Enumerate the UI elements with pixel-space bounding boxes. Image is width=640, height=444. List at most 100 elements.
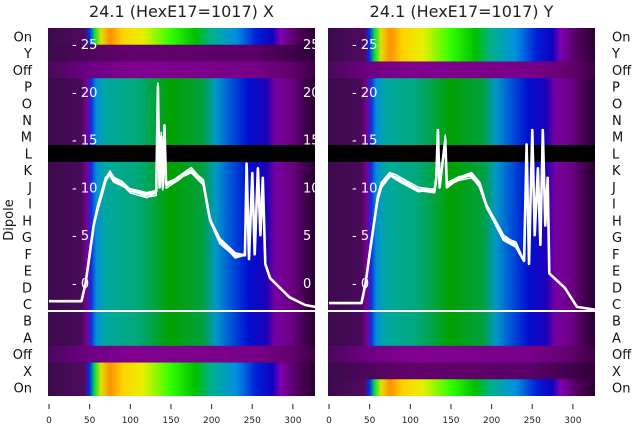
row-label: D <box>612 281 622 296</box>
heatmap-row-m <box>328 128 595 146</box>
trace-line <box>329 129 595 311</box>
xtick-label: 200 <box>483 416 500 426</box>
row-label: J <box>611 181 616 196</box>
heatmap-row-d <box>328 278 595 297</box>
heatmap-row-i <box>48 195 315 213</box>
overlay-ytick-label: - 25 <box>72 38 97 53</box>
row-label: Off <box>13 64 33 79</box>
xtick-label: 250 <box>524 416 541 426</box>
heatmap-row-n <box>328 111 595 129</box>
row-label: I <box>612 198 616 213</box>
row-label: H <box>22 214 32 229</box>
heatmap-row-i <box>328 195 595 213</box>
row-label: K <box>23 164 32 179</box>
xtick-label: 0 <box>326 416 332 426</box>
xtick-label: 100 <box>402 416 419 426</box>
heatmap-row-y <box>328 44 595 62</box>
heatmap-row-k <box>48 161 315 180</box>
row-label: N <box>22 114 32 129</box>
row-label: C <box>23 298 32 313</box>
heatmap-row-on <box>48 28 315 46</box>
row-label: L <box>25 147 33 162</box>
overlay-ytick-label: - 20 <box>72 86 97 101</box>
row-label: Off <box>612 348 632 363</box>
row-label: M <box>21 131 32 146</box>
overlay-ytick-label: - 10 <box>72 181 97 196</box>
overlay-ytick-label-right: 15 <box>303 134 320 149</box>
row-label: C <box>612 298 621 313</box>
overlay-ytick-label: - 5 <box>352 229 369 244</box>
heatmap-row-o <box>328 94 595 113</box>
heatmap-row-off <box>328 61 595 79</box>
row-label: A <box>612 331 621 346</box>
xtick-label: 150 <box>162 416 179 426</box>
row-label: E <box>24 265 32 280</box>
panel-title: 24.1 (HexE17=1017) X <box>89 2 274 21</box>
heatmap-row-e <box>48 262 315 280</box>
heatmap-row-m <box>48 128 315 146</box>
heatmap-row-x <box>328 362 595 380</box>
xtick-label: 50 <box>364 416 376 426</box>
heatmap-row-h <box>48 212 315 230</box>
heatmap-row-on <box>328 379 595 396</box>
row-label: H <box>612 214 622 229</box>
row-label: G <box>612 231 622 246</box>
overlay-ytick-label-right: 5 <box>303 229 311 244</box>
heatmap-row-off <box>48 345 315 364</box>
overlay-ytick-label: - 15 <box>352 134 377 149</box>
row-label: G <box>22 231 32 246</box>
row-label: Y <box>23 47 32 62</box>
heatmap-row-p <box>328 78 595 96</box>
row-label: X <box>23 365 32 380</box>
row-label: P <box>24 81 32 96</box>
overlay-ytick-label: - 10 <box>352 181 377 196</box>
xtick-label: 0 <box>46 416 52 426</box>
heatmap-row-b <box>328 312 595 330</box>
panel-y: 24.1 (HexE17=1017) Y- 0- 5- 10- 15- 20- … <box>326 2 632 426</box>
heatmap: - 0- 5- 10- 15- 20- 25 <box>328 28 595 396</box>
heatmap-row-l <box>48 145 315 163</box>
row-label: On <box>612 30 630 45</box>
row-label: On <box>14 30 32 45</box>
xtick-label: 300 <box>284 416 301 426</box>
xtick-label: 250 <box>244 416 261 426</box>
row-label: O <box>22 97 32 112</box>
xtick-label: 150 <box>442 416 459 426</box>
heatmap-row-on <box>328 28 595 46</box>
row-label: B <box>23 315 32 330</box>
heatmap-row-a <box>48 329 315 347</box>
y-axis-label: Dipole <box>2 199 17 240</box>
xtick-label: 100 <box>122 416 139 426</box>
row-label: A <box>23 331 32 346</box>
xtick-label: 200 <box>203 416 220 426</box>
heatmap-row-d <box>48 278 315 297</box>
heatmap-row-l <box>328 145 595 163</box>
row-label: K <box>612 164 621 179</box>
overlay-ytick-label-right: 0 <box>303 277 311 292</box>
trace-line <box>49 82 315 308</box>
heatmap-row-e <box>328 262 595 280</box>
row-label: On <box>14 382 32 397</box>
row-label: J <box>27 181 32 196</box>
heatmap-row-off <box>48 61 315 79</box>
row-label: X <box>612 365 621 380</box>
row-label: M <box>612 131 623 146</box>
heatmap-row-c <box>48 295 315 313</box>
row-label: F <box>25 248 32 263</box>
overlay-ytick-label-right: 10 <box>303 181 320 196</box>
panel-title: 24.1 (HexE17=1017) Y <box>370 2 554 21</box>
heatmap-row-o <box>48 94 315 113</box>
overlay-ytick-label-right: 20 <box>303 86 320 101</box>
overlay-ytick-label-right: 25 <box>303 38 320 53</box>
heatmap-row-a <box>328 329 595 347</box>
row-label: N <box>612 114 622 129</box>
heatmap: - 0 0- 5 5- 10 10- 15 15- 20 20- 25 25 <box>48 28 320 396</box>
overlay-ytick-label: - 20 <box>352 86 377 101</box>
panel-x: 24.1 (HexE17=1017) X- 0 0- 5 5- 10 10- 15 15… <box>13 2 320 426</box>
heatmap-row-y <box>48 44 315 62</box>
row-label: D <box>22 281 32 296</box>
row-label: F <box>612 248 619 263</box>
row-label: I <box>28 198 32 213</box>
row-label: On <box>612 382 630 397</box>
heatmap-row-off <box>328 345 595 364</box>
